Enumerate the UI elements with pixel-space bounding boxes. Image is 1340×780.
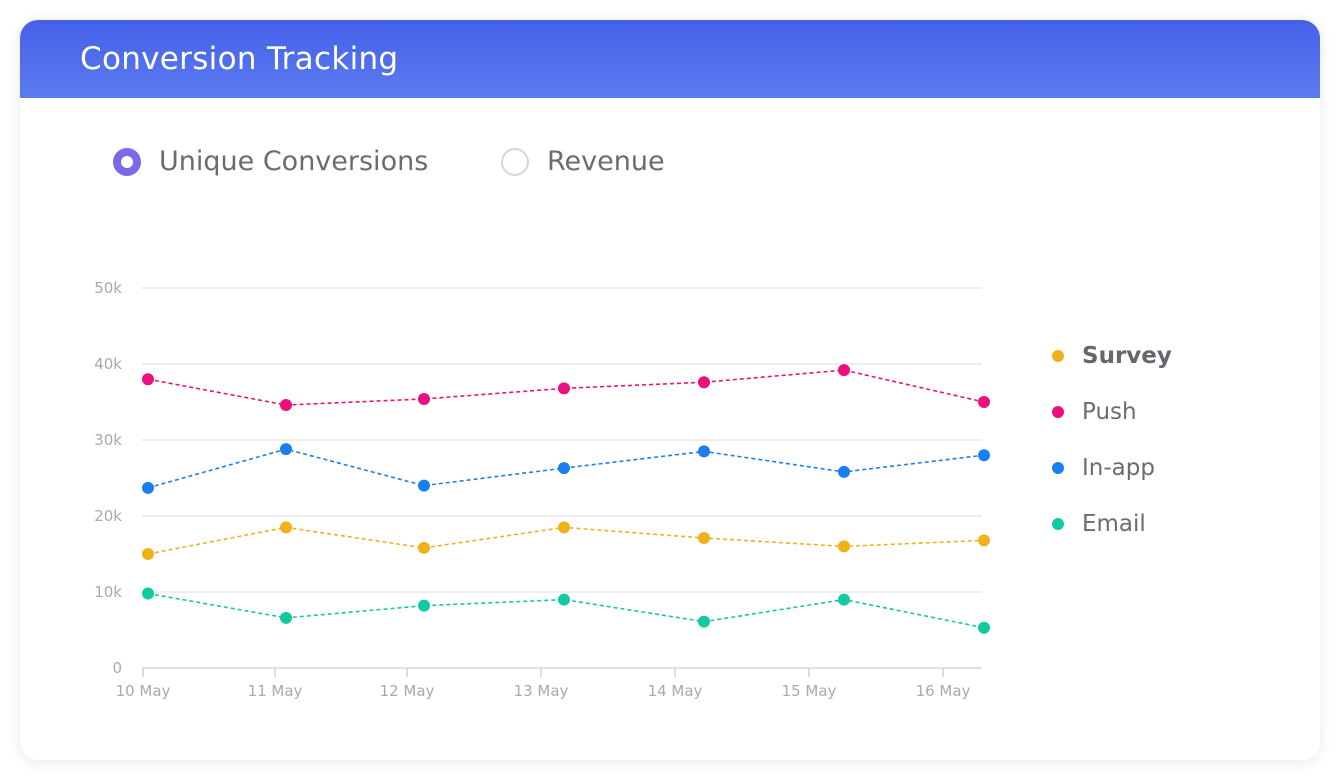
legend-item-in-app[interactable]: In-app [1052,440,1172,496]
data-point-survey [280,521,292,534]
revenue-toggle[interactable]: Revenue [501,146,665,177]
data-point-email [418,599,430,612]
data-point-email [978,621,990,634]
unique-conversions-label: Unique Conversions [159,146,429,177]
data-point-survey [978,534,990,547]
y-tick-label: 30k [94,431,122,449]
data-point-push [838,364,850,377]
data-point-email [280,611,292,624]
data-point-in-app [558,462,570,475]
legend-label: In-app [1082,455,1155,481]
data-point-in-app [142,481,154,494]
legend-dot [1052,406,1064,418]
unique-conversions-radio[interactable] [113,147,141,176]
x-tick-label: 13 May [514,682,569,700]
data-point-in-app [280,443,292,456]
data-point-survey [418,541,430,554]
x-tick-label: 15 May [782,682,837,700]
y-tick-label: 20k [94,507,122,525]
legend-dot [1052,462,1064,474]
conversion-tracking-card: Conversion Tracking [20,20,1320,760]
data-point-in-app [978,449,990,462]
x-tick-label: 14 May [648,682,703,700]
y-tick-label: 0 [112,659,122,677]
legend-dot [1052,350,1064,362]
x-tick-label: 12 May [380,682,435,700]
data-point-push [558,382,570,395]
y-tick-label: 10k [94,583,122,601]
card-title: Conversion Tracking [80,41,399,77]
data-point-survey [698,532,710,545]
data-point-in-app [418,479,430,492]
data-point-email [558,593,570,606]
data-point-push [142,373,154,386]
x-tick-label: 11 May [248,682,303,700]
y-tick-label: 50k [94,279,122,297]
data-point-email [838,593,850,606]
card-header: Conversion Tracking [20,20,1320,98]
data-point-push [280,399,292,412]
data-point-survey [558,521,570,534]
legend-item-survey[interactable]: Survey [1052,328,1172,384]
chart-legend: Survey Push In-app Email [1052,328,1172,552]
legend-dot [1052,518,1064,530]
revenue-label: Revenue [547,146,665,177]
data-point-push [418,392,430,405]
legend-label: Email [1082,511,1146,537]
y-tick-label: 40k [94,355,122,373]
legend-item-email[interactable]: Email [1052,496,1172,552]
x-tick-label: 10 May [116,682,171,700]
data-point-email [698,615,710,628]
data-point-in-app [838,465,850,478]
data-point-in-app [698,445,710,458]
data-point-push [978,396,990,408]
unique-conversions-toggle[interactable]: Unique Conversions [113,146,428,177]
data-point-push [698,376,710,389]
data-point-survey [838,540,850,553]
legend-label: Survey [1082,343,1172,369]
legend-item-push[interactable]: Push [1052,384,1172,440]
data-point-survey [142,548,154,560]
data-point-email [142,587,154,600]
legend-label: Push [1082,399,1137,425]
x-tick-label: 16 May [916,682,971,700]
revenue-radio[interactable] [501,147,529,176]
